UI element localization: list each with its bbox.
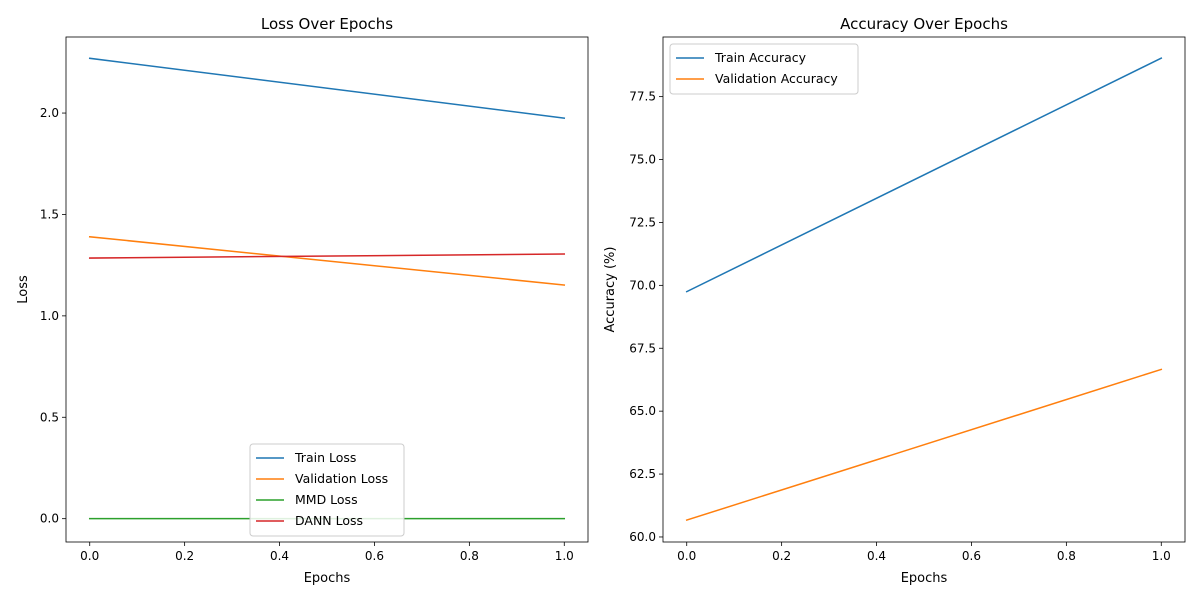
y-tick-label: 1.0 (40, 309, 59, 323)
series-line-train-loss (88, 57, 566, 119)
x-tick-label: 0.4 (867, 549, 886, 563)
x-tick-label: 0.8 (1057, 549, 1076, 563)
series-line-train-accuracy (685, 57, 1163, 293)
axes-frame (65, 36, 589, 543)
y-tick-label: 0.0 (40, 512, 59, 526)
y-axis-label: Accuracy (%) (603, 247, 618, 333)
legend-label: Train Accuracy (714, 50, 807, 65)
x-tick-label: 0.8 (460, 549, 479, 563)
y-tick-label: 77.5 (629, 90, 656, 104)
legend-box (669, 43, 859, 95)
y-tick-label: 67.5 (629, 341, 656, 355)
chart-panel-2: 0.0 0.2 0.4 0.6 0.8 1.0 60.0 62.5 65.0 67.5 70.0 72… (603, 15, 1186, 586)
legend: Train Accuracy Validation Accuracy (669, 43, 859, 95)
y-tick-label: 65.0 (629, 404, 656, 418)
y-tick-label: 75.0 (629, 153, 656, 167)
x-tick-label: 0.2 (772, 549, 791, 563)
x-tick-label: 0.4 (270, 549, 289, 563)
series-line-validation-accuracy (685, 368, 1163, 522)
y-tick-label: 0.5 (40, 410, 59, 424)
chart-panel-1: 0.0 0.2 0.4 0.6 0.8 1.0 0.0 0.5 1.0 1.5 2.0 Loss Ov… (16, 15, 589, 586)
axes-frame (662, 36, 1186, 543)
series-line-validation-loss (88, 235, 566, 286)
legend-label: Validation Accuracy (715, 71, 838, 86)
x-tick-label: 0.2 (175, 549, 194, 563)
y-tick-label: 60.0 (629, 530, 656, 544)
x-tick-label: 0.6 (962, 549, 981, 563)
x-tick-label: 1.0 (555, 549, 574, 563)
legend-box (249, 443, 405, 537)
x-tick-label: 1.0 (1152, 549, 1171, 563)
y-axis-label: Loss (16, 275, 31, 304)
x-tick-label: 0.0 (677, 549, 696, 563)
y-tick-label: 70.0 (629, 278, 656, 292)
y-tick-label: 2.0 (40, 106, 59, 120)
legend-label: MMD Loss (295, 492, 358, 507)
chart-title: Loss Over Epochs (261, 15, 393, 33)
x-tick-label: 0.0 (80, 549, 99, 563)
x-axis-label: Epochs (901, 571, 948, 586)
legend-label: Train Loss (294, 450, 356, 465)
legend-label: DANN Loss (295, 513, 363, 528)
legend-label: Validation Loss (295, 471, 388, 486)
series-line-dann-loss (88, 253, 566, 259)
x-axis-label: Epochs (304, 571, 351, 586)
legend: Train Loss Validation Loss MMD Loss DANN Lo… (249, 443, 405, 537)
y-tick-label: 1.5 (40, 207, 59, 221)
y-tick-label: 62.5 (629, 467, 656, 481)
y-tick-label: 72.5 (629, 215, 656, 229)
chart-title: Accuracy Over Epochs (840, 15, 1008, 33)
x-tick-label: 0.6 (365, 549, 384, 563)
